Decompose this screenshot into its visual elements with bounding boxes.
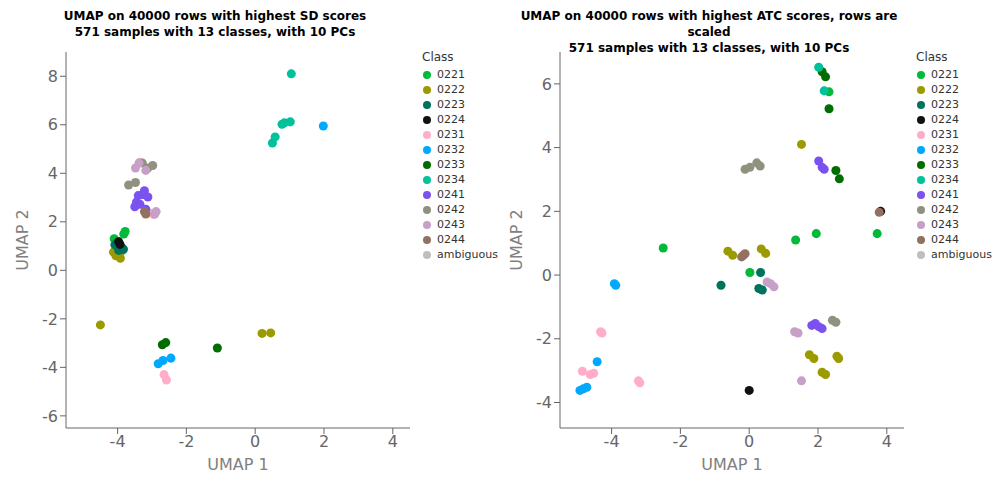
svg-text:2: 2	[542, 202, 552, 221]
html-text:0244: 0244	[931, 233, 959, 246]
svg-text:0: 0	[744, 432, 754, 451]
svg-text:4: 4	[388, 432, 398, 451]
html-text:0234: 0234	[437, 173, 465, 186]
svg-text:-4: -4	[42, 358, 58, 377]
svg-text:UMAP 1: UMAP 1	[701, 455, 762, 474]
svg-text:6: 6	[542, 75, 552, 94]
svg-text:-2: -2	[178, 432, 194, 451]
svg-text:0: 0	[542, 266, 552, 285]
html-text:0231: 0231	[437, 128, 465, 141]
html-text:UMAP on 40000 rows with highes: UMAP on 40000 rows with highest ATC scor…	[520, 9, 898, 55]
svg-text:0: 0	[48, 261, 58, 280]
html-text:0242: 0242	[931, 203, 959, 216]
svg-text:UMAP 2: UMAP 2	[507, 209, 526, 270]
html-text:0222: 0222	[437, 83, 465, 96]
html-text:ambiguous: ambiguous	[931, 248, 992, 261]
html-text:0221: 0221	[437, 68, 465, 81]
svg-text:0: 0	[250, 432, 260, 451]
svg-text:4: 4	[48, 164, 58, 183]
html-text:0223: 0223	[437, 98, 465, 111]
html-text:0222: 0222	[931, 83, 959, 96]
html-text:0232: 0232	[437, 143, 465, 156]
html-text:0224: 0224	[437, 113, 465, 126]
svg-text:-6: -6	[42, 407, 58, 426]
html-text:0233: 0233	[931, 158, 959, 171]
html-text:0243: 0243	[437, 218, 465, 231]
html-text:0244: 0244	[437, 233, 465, 246]
svg-text:UMAP 1: UMAP 1	[207, 455, 268, 474]
html-text:Class: Class	[916, 50, 948, 64]
svg-text:2: 2	[813, 432, 823, 451]
html-text:0241: 0241	[437, 188, 465, 201]
svg-text:-2: -2	[42, 310, 58, 329]
svg-text:4: 4	[882, 432, 892, 451]
svg-text:8: 8	[48, 67, 58, 86]
svg-text:4: 4	[542, 138, 552, 157]
svg-text:-2: -2	[536, 329, 552, 348]
svg-text:2: 2	[48, 212, 58, 231]
svg-text:-4: -4	[536, 393, 552, 412]
html-text:0223: 0223	[931, 98, 959, 111]
html-text:0231: 0231	[931, 128, 959, 141]
html-text:UMAP on 40000 rows with highes: UMAP on 40000 rows with highest SD score…	[63, 9, 367, 39]
svg-text:6: 6	[48, 115, 58, 134]
svg-text:-2: -2	[672, 432, 688, 451]
svg-text:-4: -4	[604, 432, 620, 451]
html-text:0241: 0241	[931, 188, 959, 201]
html-text:0224: 0224	[931, 113, 959, 126]
html-text:0232: 0232	[931, 143, 959, 156]
svg-text:UMAP 2: UMAP 2	[13, 209, 32, 270]
html-text:0242: 0242	[437, 203, 465, 216]
html-text:0243: 0243	[931, 218, 959, 231]
html-text:0233: 0233	[437, 158, 465, 171]
svg-text:2: 2	[319, 432, 329, 451]
html-text:0221: 0221	[931, 68, 959, 81]
html-text:Class: Class	[422, 50, 454, 64]
html-text:0234: 0234	[931, 173, 959, 186]
html-text:ambiguous: ambiguous	[437, 248, 498, 261]
svg-text:-4: -4	[110, 432, 126, 451]
